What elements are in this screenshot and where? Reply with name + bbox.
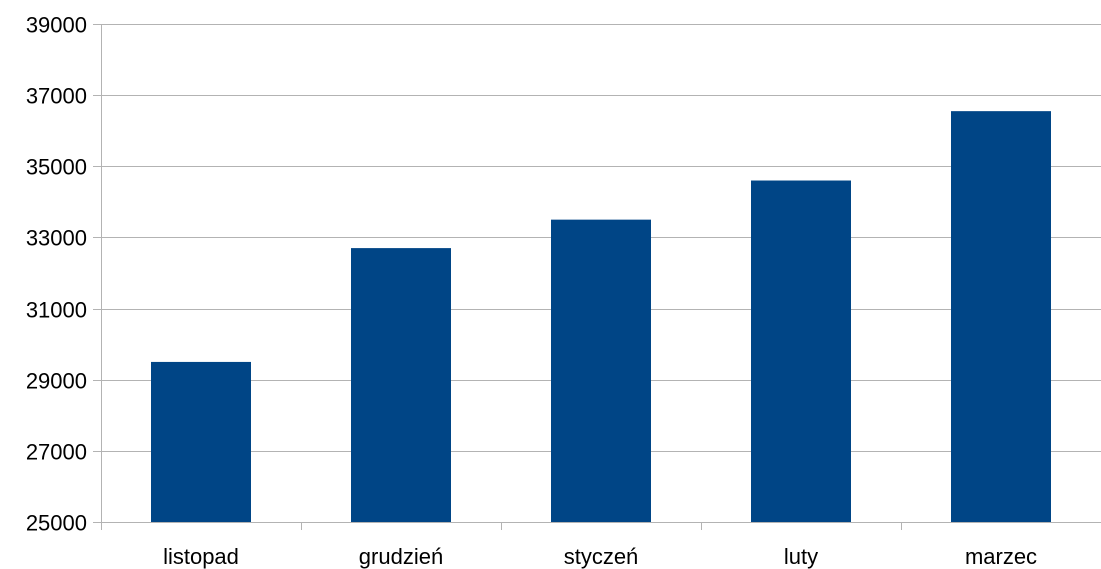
bar bbox=[751, 180, 851, 522]
y-axis-tick-labels: 25000 27000 29000 31000 33000 35000 37000 39000 bbox=[26, 13, 87, 536]
x-tick-label: grudzień bbox=[359, 544, 443, 569]
bars bbox=[151, 111, 1051, 523]
y-tick-label: 35000 bbox=[26, 155, 87, 180]
axes bbox=[93, 24, 1101, 530]
y-tick-label: 31000 bbox=[26, 298, 87, 323]
y-tick-label: 37000 bbox=[26, 84, 87, 109]
bar bbox=[351, 248, 451, 522]
x-tick-label: luty bbox=[784, 544, 818, 569]
x-axis-tick-labels: listopad grudzień styczeń luty marzec bbox=[163, 544, 1037, 569]
y-tick-label: 25000 bbox=[26, 511, 87, 536]
y-tick-label: 29000 bbox=[26, 369, 87, 394]
bar bbox=[151, 361, 251, 522]
x-tick-label: listopad bbox=[163, 544, 239, 569]
y-tick-label: 33000 bbox=[26, 226, 87, 251]
x-tick-label: styczeń bbox=[564, 544, 639, 569]
bar bbox=[951, 111, 1051, 523]
x-tick-label: marzec bbox=[965, 544, 1037, 569]
y-tick-label: 27000 bbox=[26, 440, 87, 465]
y-tick-label: 39000 bbox=[26, 13, 87, 38]
bar bbox=[551, 219, 651, 522]
